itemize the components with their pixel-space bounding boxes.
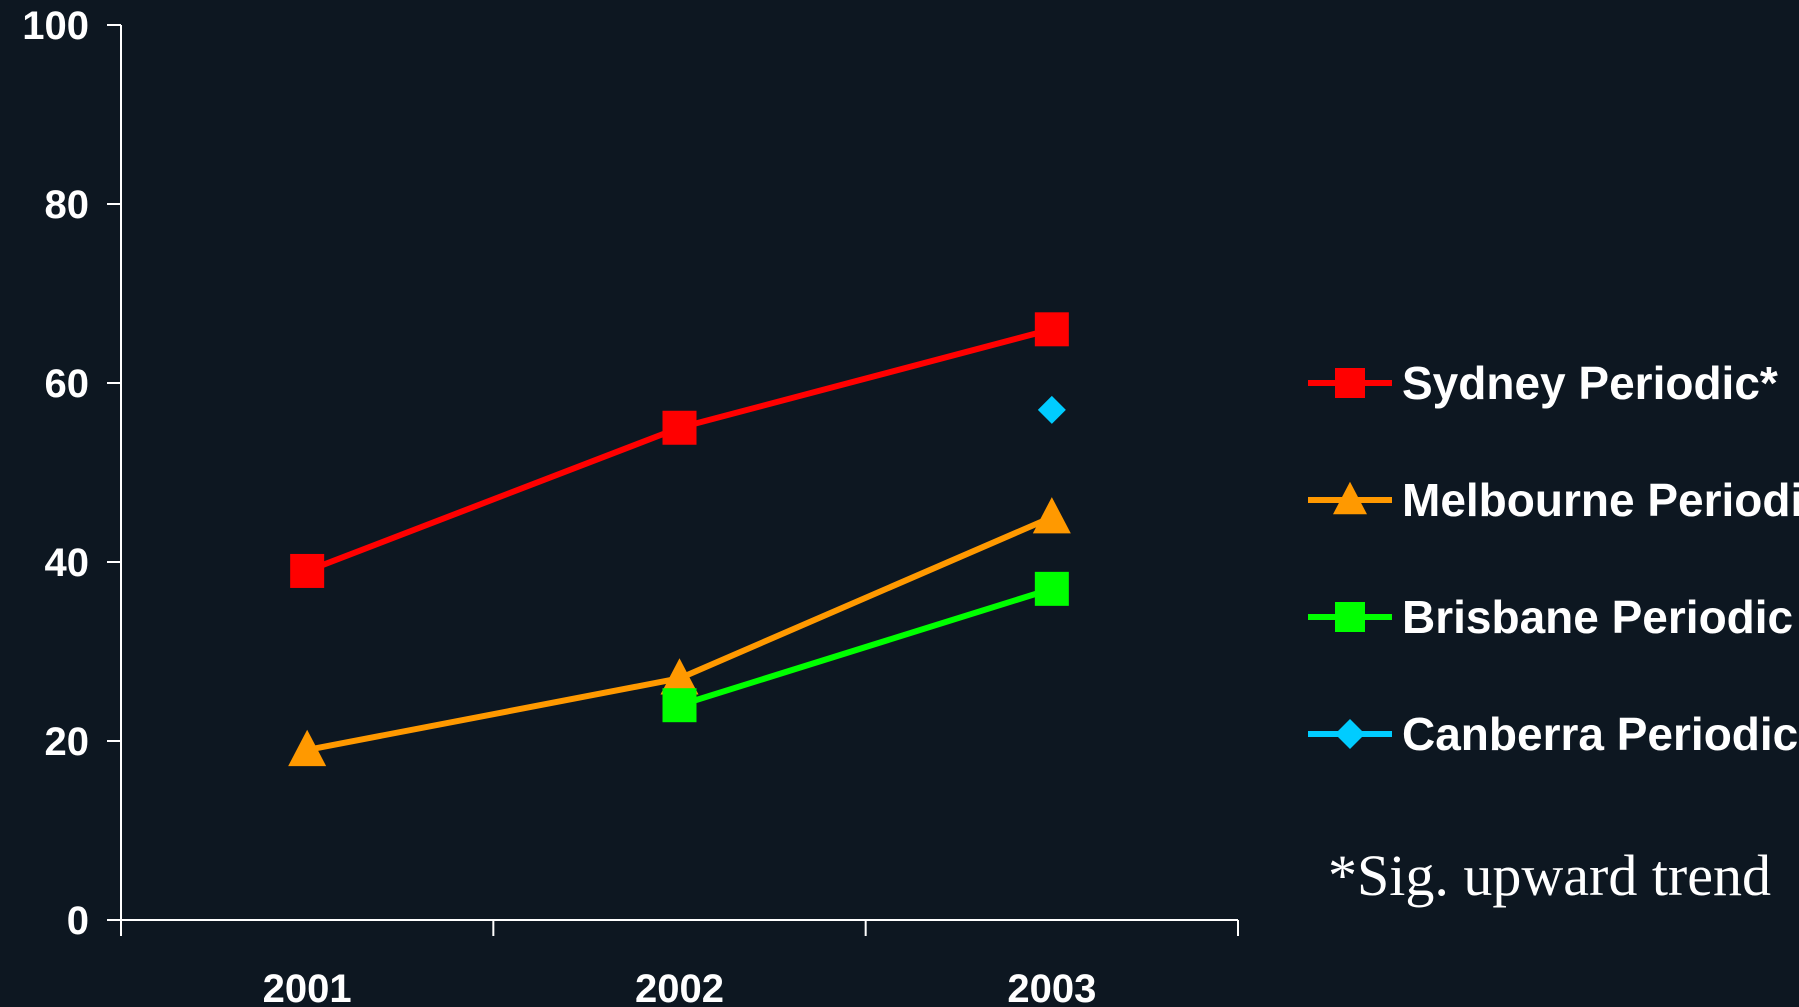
legend-label: Brisbane Periodic [1402, 591, 1793, 643]
data-point [1032, 497, 1071, 534]
trend-footnote: *Sig. upward trend [1328, 843, 1771, 908]
y-tick-label: 20 [45, 720, 90, 764]
y-tick-label: 0 [67, 899, 89, 943]
data-point [1037, 395, 1066, 424]
legend-marker [1335, 368, 1365, 398]
y-tick-label: 40 [45, 541, 90, 585]
legend-marker [1335, 602, 1365, 632]
series-line [678, 585, 1053, 709]
data-point [662, 688, 697, 723]
y-tick-label: 100 [22, 4, 89, 48]
legend-label: Melbourne Periodic [1402, 474, 1799, 526]
data-point [1034, 312, 1069, 347]
legend: Sydney Periodic* Melbourne Periodic Brisba… [1308, 357, 1799, 760]
data-point [290, 553, 325, 588]
x-tick-label: 2003 [1007, 967, 1096, 1007]
data-point [288, 729, 327, 767]
legend-marker [1333, 481, 1367, 515]
x-tick-label: 2002 [635, 967, 724, 1007]
axes [107, 24, 1239, 936]
series-markers [288, 312, 1071, 767]
x-tick-label: 2001 [263, 967, 352, 1007]
y-tick-label: 60 [45, 362, 90, 406]
data-point [660, 658, 699, 695]
data-point [662, 410, 697, 445]
legend-label: Canberra Periodic [1402, 708, 1798, 760]
x-tick-labels: 2001 2002 2003 [263, 967, 1097, 1007]
data-point [1034, 571, 1069, 606]
legend-marker [1335, 719, 1365, 749]
legend-label: Sydney Periodic* [1402, 357, 1778, 409]
series-line [306, 326, 1053, 574]
y-tick-labels: 0 20 40 60 80 100 [22, 4, 89, 943]
y-tick-label: 80 [45, 183, 90, 227]
